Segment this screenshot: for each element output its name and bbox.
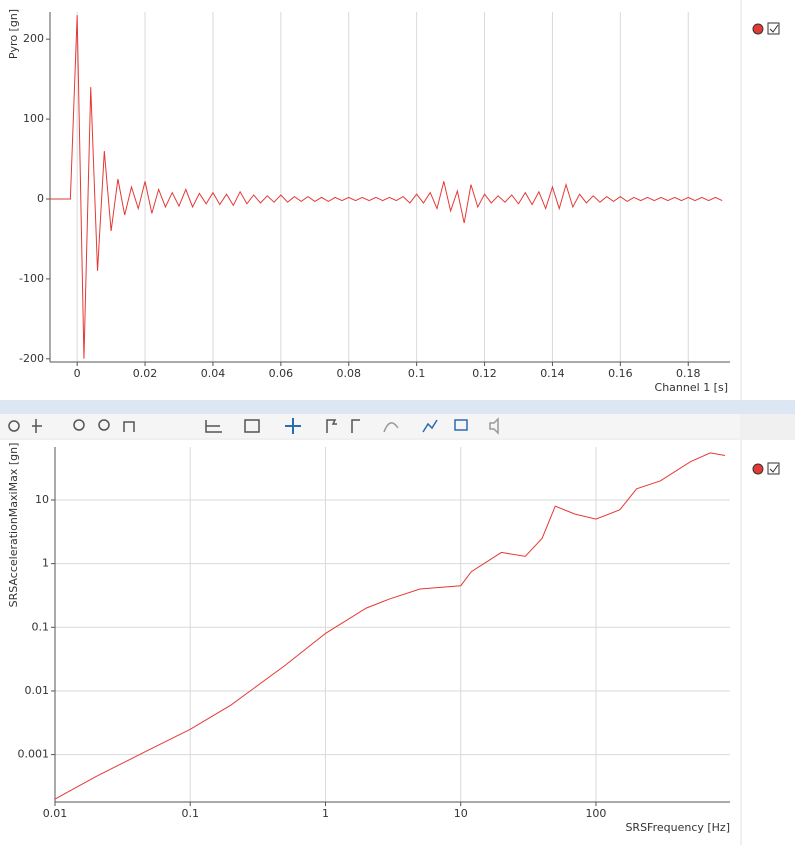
- crosshair-icon[interactable]: [285, 418, 301, 434]
- data-line: [54, 452, 726, 800]
- y-tick-label: 100: [23, 112, 44, 125]
- x-tick-label: 0.14: [540, 367, 565, 380]
- x-tick-label: 0.18: [676, 367, 701, 380]
- toolbar-icons: [8, 417, 499, 435]
- splitter[interactable]: [0, 400, 795, 414]
- x-tick-label: 0.08: [337, 367, 362, 380]
- x-axis-label: SRSFrequency [Hz]: [625, 821, 730, 834]
- y-tick-label: 1: [42, 557, 49, 570]
- grid-icon[interactable]: [244, 419, 260, 433]
- sound-icon[interactable]: [489, 417, 499, 435]
- x-tick-label: 0.16: [608, 367, 633, 380]
- y-axis-label: Pyro [gn]: [7, 9, 20, 59]
- y-tick-label: 0.001: [18, 748, 50, 761]
- y-tick-label: 200: [23, 32, 44, 45]
- legend-dot: [752, 463, 764, 475]
- y-tick-label: 10: [35, 493, 49, 506]
- settings-icon[interactable]: [8, 420, 20, 432]
- zoom-out-icon[interactable]: [98, 419, 110, 431]
- x-tick-label: 0.02: [133, 367, 158, 380]
- legend-dot: [752, 23, 764, 35]
- x-tick-label: 0.12: [472, 367, 497, 380]
- fit-icon[interactable]: [383, 422, 399, 433]
- legend-panel: [742, 440, 795, 845]
- x-tick-label: 0.06: [269, 367, 294, 380]
- legend-panel: [742, 0, 795, 400]
- data-line: [50, 15, 723, 359]
- x-tick-label: 0.1: [181, 807, 199, 820]
- y-tick-label: -100: [19, 272, 44, 285]
- export-icon[interactable]: [454, 419, 468, 431]
- x-axis-label: Channel 1 [s]: [655, 381, 728, 394]
- zoom-in-icon[interactable]: [73, 419, 85, 431]
- y-axis-label: SRSAccelerationMaxiMax [gn]: [7, 443, 20, 608]
- y-tick-label: 0.01: [25, 684, 50, 697]
- x-tick-label: 1: [322, 807, 329, 820]
- x-tick-label: 0.04: [201, 367, 226, 380]
- y-tick-label: 0: [37, 192, 44, 205]
- legend-item[interactable]: [752, 22, 780, 35]
- x-tick-label: 10: [454, 807, 468, 820]
- marker-icon[interactable]: [326, 419, 337, 433]
- marker2-icon[interactable]: [351, 419, 360, 433]
- y-tick-label: -200: [19, 352, 44, 365]
- x-tick-label: 0: [74, 367, 81, 380]
- bottom-panel: [0, 440, 740, 845]
- legend-checkbox[interactable]: [767, 462, 780, 475]
- toolbar: [0, 414, 740, 438]
- x-tick-label: 0.1: [408, 367, 426, 380]
- check-mark: [769, 464, 779, 473]
- check-mark: [769, 24, 779, 33]
- legend-checkbox[interactable]: [767, 22, 780, 35]
- legend-item[interactable]: [752, 462, 780, 475]
- cursor-icon[interactable]: [32, 419, 42, 433]
- x-tick-label: 100: [585, 807, 606, 820]
- pan-icon[interactable]: [123, 421, 135, 432]
- y-tick-label: 0.1: [32, 620, 50, 633]
- peak-icon[interactable]: [422, 419, 438, 433]
- x-tick-label: 0.01: [43, 807, 68, 820]
- axis-icon[interactable]: [205, 420, 222, 433]
